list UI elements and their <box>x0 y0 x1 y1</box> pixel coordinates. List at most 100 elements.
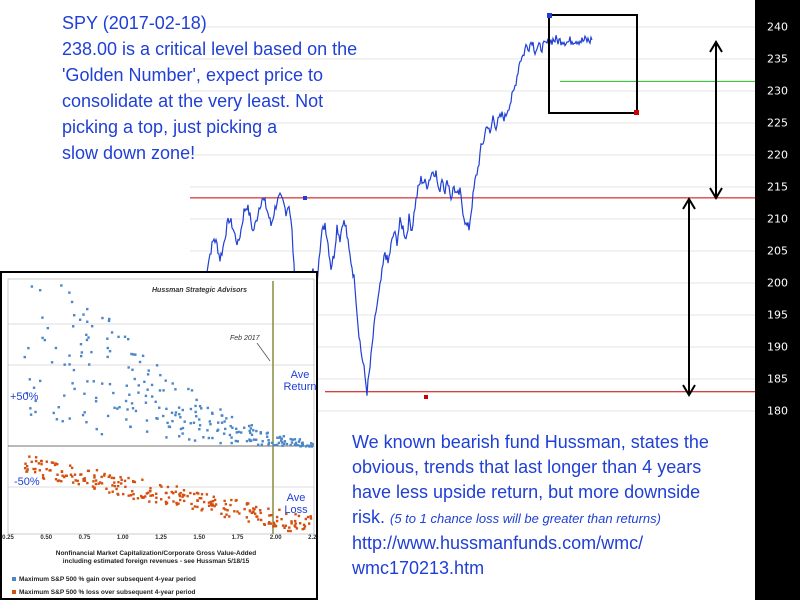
gain-point <box>221 414 224 417</box>
y-tick-label: 235 <box>767 52 788 66</box>
gain-point <box>271 441 274 445</box>
loss-point <box>32 467 35 471</box>
inset-ave-return: Ave Return <box>282 369 316 393</box>
gain-point <box>125 384 128 387</box>
loss-point <box>178 493 181 496</box>
loss-point <box>108 491 111 494</box>
loss-point <box>76 479 79 483</box>
gain-point <box>207 436 211 440</box>
gain-point <box>145 419 149 422</box>
gain-point <box>151 395 154 398</box>
y-tick-label: 190 <box>767 340 788 354</box>
gain-point <box>282 435 286 438</box>
gain-point <box>125 418 128 421</box>
gain-point <box>78 318 82 321</box>
loss-point <box>105 487 108 490</box>
loss-point <box>53 463 57 467</box>
loss-point <box>181 493 185 497</box>
gain-point <box>80 351 84 354</box>
loss-point <box>255 505 258 509</box>
loss-point <box>140 494 143 498</box>
gain-point <box>250 424 253 427</box>
gain-point <box>298 438 302 441</box>
loss-point <box>74 479 77 482</box>
loss-point <box>222 507 225 510</box>
gain-point <box>194 410 197 414</box>
loss-point <box>190 502 193 506</box>
spy-price-line <box>204 34 593 396</box>
loss-point <box>295 527 299 530</box>
gain-point <box>34 410 37 414</box>
projection-arrow-lower <box>682 197 696 397</box>
gain-point <box>108 350 112 353</box>
gain-point <box>137 391 140 394</box>
gain-point <box>129 425 132 428</box>
loss-point <box>91 485 95 488</box>
gain-point <box>63 394 66 397</box>
commentary-aside: (5 to 1 chance loss will be greater than… <box>390 511 661 526</box>
loss-point <box>154 501 158 504</box>
note-title: SPY (2017-02-18) <box>62 13 207 33</box>
gain-point <box>297 440 301 443</box>
source-link[interactable]: http://www.hussmanfunds.com/wmc/ <box>352 533 644 553</box>
gain-point <box>192 421 196 424</box>
loss-point <box>77 482 81 486</box>
gain-point <box>281 444 284 447</box>
loss-point <box>223 515 226 519</box>
gain-point <box>146 388 149 391</box>
gain-point <box>130 402 134 405</box>
loss-point <box>278 508 281 512</box>
ave-return-line1: Ave <box>290 369 310 381</box>
loss-point <box>149 487 152 490</box>
gain-point <box>210 411 214 415</box>
loss-point <box>200 509 203 512</box>
loss-point <box>252 511 255 514</box>
gain-point <box>117 335 120 339</box>
gain-point <box>256 443 260 446</box>
loss-point <box>175 503 179 506</box>
y-tick-label: 225 <box>767 116 788 130</box>
hussman-scatter-plot <box>7 278 315 535</box>
loss-point <box>250 511 254 515</box>
gain-point <box>294 444 298 447</box>
gain-point <box>116 407 119 410</box>
loss-point <box>71 475 74 478</box>
loss-point <box>259 518 263 522</box>
loss-point <box>181 495 184 498</box>
gain-point <box>86 380 89 383</box>
loss-point <box>259 509 262 512</box>
gain-point <box>106 355 109 359</box>
gain-point <box>252 429 255 432</box>
gain-point <box>267 443 270 446</box>
loss-point <box>56 473 59 476</box>
loss-point <box>160 485 163 488</box>
loss-point <box>289 529 292 533</box>
loss-point <box>99 481 102 484</box>
gain-point <box>130 352 133 356</box>
gain-point <box>211 436 214 440</box>
loss-point <box>108 474 112 477</box>
loss-point <box>179 491 182 495</box>
gain-point <box>273 444 277 447</box>
loss-point <box>132 497 135 501</box>
source-link-cont[interactable]: wmc170213.htm <box>352 558 485 578</box>
loss-point <box>144 495 147 498</box>
gain-point <box>134 353 137 356</box>
loss-point <box>200 493 204 496</box>
loss-point <box>303 525 307 528</box>
gain-point <box>72 368 76 372</box>
gain-point <box>68 291 71 294</box>
inset-x-tick: 1.75 <box>231 535 244 541</box>
gain-point <box>68 363 71 366</box>
gain-point <box>289 443 292 447</box>
gain-point <box>86 320 89 323</box>
inset-x-tick: 2.00 <box>269 535 282 541</box>
gain-point <box>306 444 309 447</box>
gain-point <box>231 426 234 429</box>
loss-point <box>63 475 66 479</box>
gain-point <box>107 319 111 323</box>
loss-point <box>148 500 151 503</box>
loss-point <box>207 504 211 507</box>
gain-point <box>137 384 140 387</box>
gain-point <box>216 428 220 431</box>
